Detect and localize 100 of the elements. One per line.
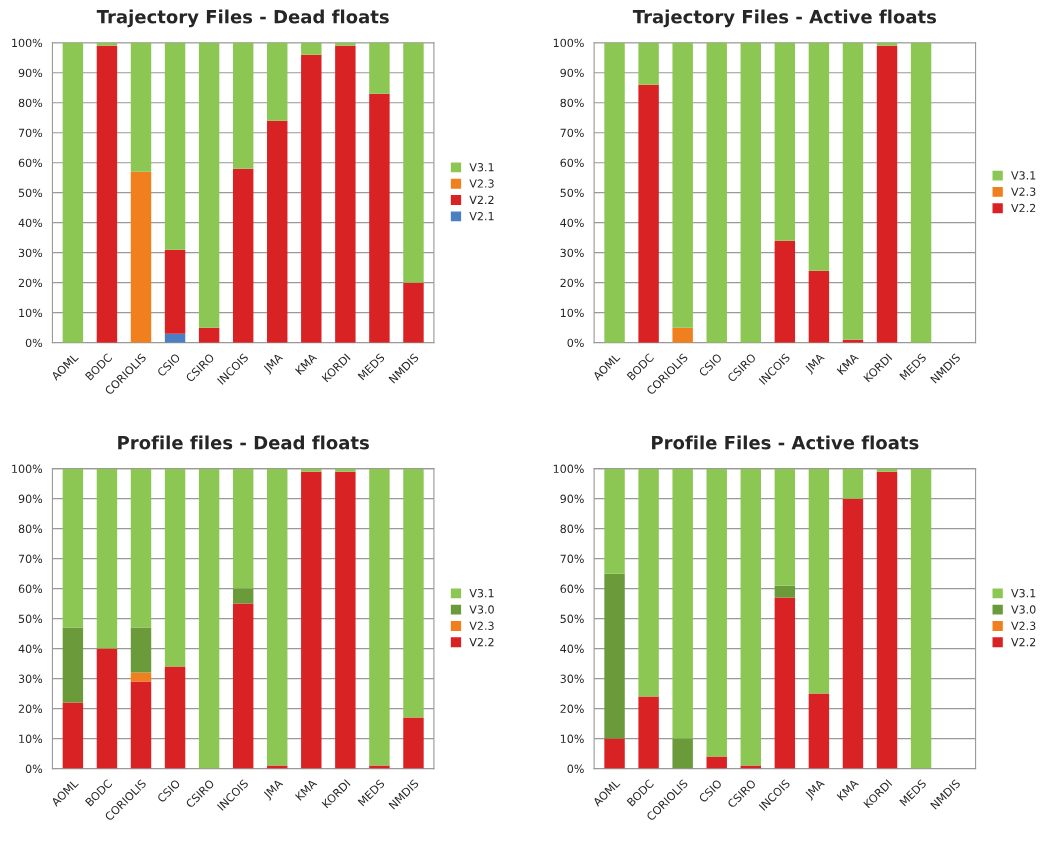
bar — [876, 42, 898, 46]
bar — [301, 471, 322, 769]
bar — [267, 42, 288, 121]
legend-label: V2.2 — [1011, 637, 1036, 647]
y-tick-label: 40% — [18, 644, 43, 653]
legend-label: V2.2 — [1011, 203, 1036, 213]
bar — [403, 42, 424, 283]
y-tick-label: 90% — [18, 68, 43, 78]
y-tick-label: 100% — [12, 38, 43, 48]
bar — [638, 468, 659, 697]
bar — [164, 468, 186, 667]
bar — [335, 42, 356, 46]
bar — [672, 468, 693, 739]
bar — [842, 42, 864, 340]
bar — [842, 468, 864, 499]
legend-label: V2.3 — [469, 621, 494, 630]
y-tick-label: 90% — [18, 494, 43, 504]
bar — [876, 471, 898, 769]
bar — [130, 672, 152, 682]
bar — [232, 468, 254, 589]
y-tick-label: 80% — [18, 524, 43, 534]
bar — [130, 681, 152, 769]
y-tick-label: 30% — [560, 248, 584, 258]
bar — [301, 42, 322, 55]
y-tick-label: 10% — [19, 734, 43, 743]
bar — [198, 327, 220, 343]
y-tick-label: 0% — [567, 338, 584, 348]
bar — [335, 471, 356, 769]
y-tick-label: 90% — [560, 68, 584, 78]
y-tick-label: 60% — [18, 158, 43, 168]
legend-label: V3.1 — [469, 163, 494, 172]
bar — [740, 468, 761, 766]
bar — [774, 468, 796, 586]
bar — [638, 696, 659, 769]
legend-label: V3.0 — [1011, 605, 1036, 614]
bar — [96, 648, 118, 769]
bar — [164, 666, 186, 769]
bar — [96, 42, 118, 46]
legend-label: V2.3 — [469, 179, 494, 188]
chart-title: Trajectory Files - Active floats — [632, 9, 937, 28]
bar — [335, 45, 356, 343]
y-tick-label: 70% — [18, 128, 43, 138]
bar — [198, 42, 220, 328]
bar — [369, 93, 390, 343]
legend-label: V3.0 — [469, 605, 494, 614]
y-tick-label: 80% — [18, 98, 43, 108]
bar — [130, 42, 152, 172]
y-tick-label: 50% — [18, 614, 43, 623]
y-tick-label: 100% — [553, 38, 584, 48]
bar — [638, 42, 659, 85]
bar — [369, 42, 390, 94]
bar — [164, 42, 186, 250]
bar — [604, 573, 625, 739]
y-tick-label: 30% — [18, 248, 43, 258]
legend-label: V2.2 — [469, 637, 494, 647]
bar — [774, 585, 796, 598]
y-tick-label: 10% — [560, 734, 584, 743]
legend-label: V2.1 — [469, 211, 494, 221]
y-tick-label: 50% — [18, 188, 43, 198]
bar — [403, 717, 424, 769]
y-tick-label: 100% — [553, 464, 584, 474]
legend-label: V3.1 — [1011, 588, 1036, 598]
y-tick-label: 80% — [560, 98, 584, 108]
bar — [604, 468, 625, 574]
bar — [808, 270, 830, 343]
bar — [706, 468, 727, 757]
y-tick-label: 0% — [25, 764, 43, 773]
bar — [62, 702, 84, 769]
bar — [638, 84, 659, 343]
bar — [335, 468, 356, 472]
bar — [62, 627, 84, 703]
bar — [267, 120, 288, 343]
bar — [96, 45, 118, 343]
bar — [301, 54, 322, 343]
bar — [808, 42, 830, 271]
bar — [604, 738, 625, 769]
legend-label: V2.3 — [1011, 187, 1036, 196]
y-tick-label: 60% — [560, 584, 584, 593]
chart-title: Profile files - Dead floats — [118, 435, 369, 450]
bar — [672, 327, 693, 343]
bar — [267, 468, 288, 766]
bar — [403, 468, 424, 718]
bar — [232, 42, 254, 169]
y-tick-label: 50% — [560, 614, 584, 623]
bar — [130, 171, 152, 343]
y-tick-label: 70% — [18, 554, 43, 564]
y-tick-label: 30% — [560, 674, 584, 683]
y-tick-label: 40% — [560, 644, 584, 653]
y-tick-label: 10% — [560, 308, 584, 318]
bar — [774, 240, 796, 343]
chart-title: Trajectory Files - Dead floats — [96, 9, 389, 28]
y-tick-label: 40% — [18, 218, 43, 228]
bar — [62, 42, 84, 343]
y-tick-label: 20% — [18, 278, 43, 288]
legend-label: V3.1 — [1011, 171, 1036, 180]
bar — [808, 693, 830, 769]
y-tick-label: 50% — [560, 188, 584, 198]
bar — [774, 42, 796, 241]
y-tick-label: 40% — [560, 218, 584, 228]
bar — [198, 468, 220, 769]
